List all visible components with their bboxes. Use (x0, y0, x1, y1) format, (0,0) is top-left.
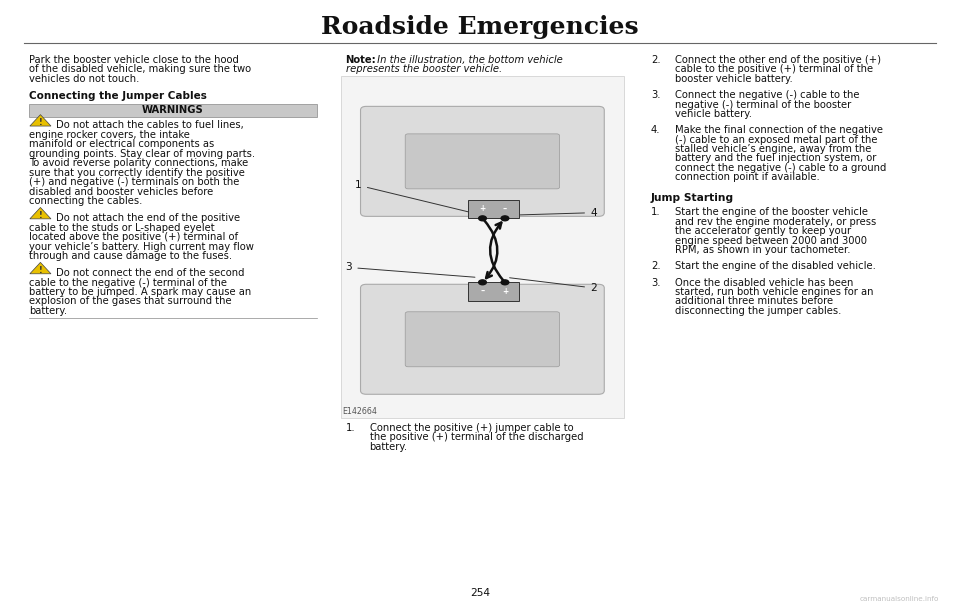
Text: !: ! (38, 266, 42, 274)
Text: Start the engine of the booster vehicle: Start the engine of the booster vehicle (675, 208, 868, 218)
Text: manifold or electrical components as: manifold or electrical components as (29, 139, 214, 149)
Text: To avoid reverse polarity connections, make: To avoid reverse polarity connections, m… (29, 158, 248, 168)
Text: 3.: 3. (651, 90, 660, 100)
Text: 1: 1 (355, 180, 480, 214)
Text: the accelerator gently to keep your: the accelerator gently to keep your (675, 227, 851, 236)
Text: Do not attach the end of the positive: Do not attach the end of the positive (56, 213, 240, 223)
Text: 2.: 2. (651, 55, 660, 65)
Text: Do not attach the cables to fuel lines,: Do not attach the cables to fuel lines, (56, 120, 244, 130)
Text: Connecting the Jumper Cables: Connecting the Jumper Cables (29, 91, 206, 101)
Text: connect the negative (-) cable to a ground: connect the negative (-) cable to a grou… (675, 163, 886, 173)
FancyBboxPatch shape (405, 312, 560, 367)
Text: Start the engine of the disabled vehicle.: Start the engine of the disabled vehicle… (675, 262, 876, 271)
Text: cable to the positive (+) terminal of the: cable to the positive (+) terminal of th… (675, 64, 873, 75)
Text: Once the disabled vehicle has been: Once the disabled vehicle has been (675, 277, 853, 288)
Text: cable to the negative (-) terminal of the: cable to the negative (-) terminal of th… (29, 277, 227, 288)
Text: stalled vehicle’s engine, away from the: stalled vehicle’s engine, away from the (675, 144, 872, 154)
Text: –: – (480, 287, 485, 296)
Text: WARNINGS: WARNINGS (142, 105, 204, 115)
Text: Connect the negative (-) cable to the: Connect the negative (-) cable to the (675, 90, 859, 100)
Text: cable to the studs or L-shaped eyelet: cable to the studs or L-shaped eyelet (29, 222, 214, 233)
Text: Make the final connection of the negative: Make the final connection of the negativ… (675, 125, 883, 135)
FancyBboxPatch shape (361, 106, 604, 216)
Text: vehicle battery.: vehicle battery. (675, 109, 752, 119)
Text: negative (-) terminal of the booster: negative (-) terminal of the booster (675, 100, 852, 109)
Text: started, run both vehicle engines for an: started, run both vehicle engines for an (675, 287, 874, 297)
Text: of the disabled vehicle, making sure the two: of the disabled vehicle, making sure the… (29, 64, 251, 75)
Text: 1.: 1. (346, 423, 355, 433)
Text: (+) and negative (-) terminals on both the: (+) and negative (-) terminals on both t… (29, 177, 239, 187)
Bar (468, 200, 519, 218)
Text: 3.: 3. (651, 277, 660, 288)
Circle shape (501, 216, 509, 221)
Text: RPM, as shown in your tachometer.: RPM, as shown in your tachometer. (675, 246, 851, 255)
Text: Park the booster vehicle close to the hood: Park the booster vehicle close to the ho… (29, 55, 239, 65)
Text: 254: 254 (470, 588, 490, 598)
Text: additional three minutes before: additional three minutes before (675, 296, 833, 307)
Text: Do not connect the end of the second: Do not connect the end of the second (56, 268, 244, 278)
Text: !: ! (38, 211, 42, 220)
Text: 4.: 4. (651, 125, 660, 135)
Text: 2: 2 (510, 278, 597, 293)
Text: connecting the cables.: connecting the cables. (29, 196, 142, 206)
Text: the positive (+) terminal of the discharged: the positive (+) terminal of the dischar… (370, 432, 584, 442)
Text: through and cause damage to the fuses.: through and cause damage to the fuses. (29, 251, 232, 261)
Text: Note:: Note: (346, 55, 376, 65)
Bar (29, 104, 317, 117)
Circle shape (479, 216, 487, 221)
Text: represents the booster vehicle.: represents the booster vehicle. (346, 64, 502, 75)
Text: battery.: battery. (370, 442, 408, 452)
Text: carmanualsonline.info: carmanualsonline.info (859, 596, 939, 602)
Text: and rev the engine moderately, or press: and rev the engine moderately, or press (675, 217, 876, 227)
Text: disconnecting the jumper cables.: disconnecting the jumper cables. (675, 306, 841, 316)
Text: 3: 3 (346, 263, 475, 277)
Polygon shape (30, 262, 51, 274)
Text: sure that you correctly identify the positive: sure that you correctly identify the pos… (29, 167, 245, 178)
Text: grounding points. Stay clear of moving parts.: grounding points. Stay clear of moving p… (29, 148, 255, 159)
Text: disabled and booster vehicles before: disabled and booster vehicles before (29, 186, 213, 197)
Text: your vehicle’s battery. High current may flow: your vehicle’s battery. High current may… (29, 241, 253, 252)
Text: Jump Starting: Jump Starting (651, 193, 734, 203)
Polygon shape (30, 207, 51, 219)
Text: vehicles do not touch.: vehicles do not touch. (29, 74, 139, 84)
Text: !: ! (38, 118, 42, 127)
Text: 2.: 2. (651, 262, 660, 271)
Bar (341, 76, 624, 418)
Text: –: – (503, 205, 507, 213)
Text: connection point if available.: connection point if available. (675, 172, 820, 183)
Text: Connect the positive (+) jumper cable to: Connect the positive (+) jumper cable to (370, 423, 573, 433)
Circle shape (479, 280, 487, 285)
Text: engine speed between 2000 and 3000: engine speed between 2000 and 3000 (675, 236, 867, 246)
Text: battery and the fuel injection system, or: battery and the fuel injection system, o… (675, 153, 876, 164)
Text: battery to be jumped. A spark may cause an: battery to be jumped. A spark may cause … (29, 287, 252, 297)
Text: booster vehicle battery.: booster vehicle battery. (675, 74, 793, 84)
Text: +: + (502, 287, 508, 296)
Bar (468, 282, 519, 301)
FancyArrowPatch shape (490, 222, 503, 280)
FancyBboxPatch shape (361, 284, 604, 394)
Text: In the illustration, the bottom vehicle: In the illustration, the bottom vehicle (374, 55, 564, 65)
Text: 4: 4 (510, 208, 597, 218)
Text: Roadside Emergencies: Roadside Emergencies (322, 15, 638, 39)
Text: E142664: E142664 (343, 407, 377, 416)
Text: Connect the other end of the positive (+): Connect the other end of the positive (+… (675, 55, 881, 65)
Polygon shape (30, 115, 51, 126)
Text: (-) cable to an exposed metal part of the: (-) cable to an exposed metal part of th… (675, 134, 877, 145)
Circle shape (501, 280, 509, 285)
FancyArrowPatch shape (485, 221, 497, 278)
Text: +: + (479, 205, 486, 213)
Text: battery.: battery. (29, 306, 67, 316)
Text: 1.: 1. (651, 208, 660, 218)
Text: explosion of the gases that surround the: explosion of the gases that surround the (29, 296, 231, 307)
FancyBboxPatch shape (405, 134, 560, 189)
Text: located above the positive (+) terminal of: located above the positive (+) terminal … (29, 232, 238, 242)
Text: engine rocker covers, the intake: engine rocker covers, the intake (29, 130, 190, 140)
